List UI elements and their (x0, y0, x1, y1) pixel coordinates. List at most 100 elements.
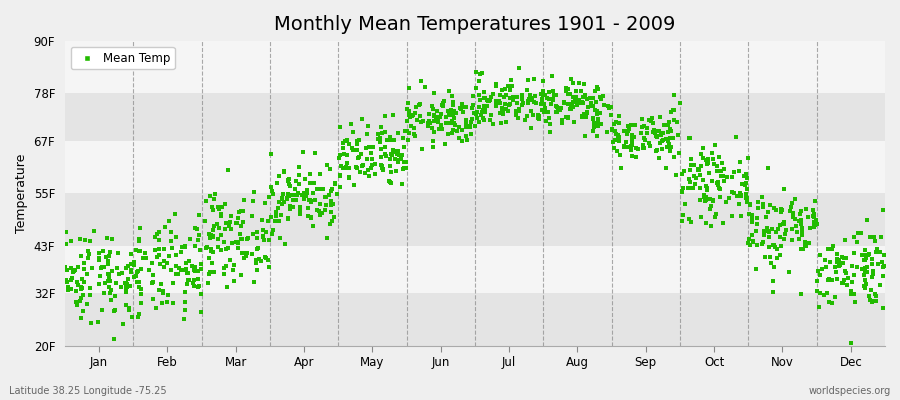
Point (64, 286, 78, 292)
Point (470, 114, 484, 121)
Point (289, 192, 303, 198)
Point (94, 264, 108, 271)
Point (283, 183, 297, 189)
Point (219, 220, 233, 227)
Point (625, 136, 639, 142)
Point (139, 254, 153, 261)
Point (667, 116, 681, 123)
Point (579, 114, 593, 120)
Point (667, 92, 681, 98)
Point (102, 253, 116, 260)
Point (441, 108, 455, 114)
Point (697, 155, 711, 161)
Point (325, 185, 339, 192)
Point (158, 224, 173, 230)
Point (686, 185, 700, 191)
Point (312, 201, 327, 207)
Point (699, 194, 714, 200)
Point (355, 163, 369, 170)
Point (778, 231, 792, 237)
Point (496, 111, 510, 117)
Point (607, 144, 621, 151)
Point (61, 284, 76, 290)
Point (590, 116, 605, 122)
Point (767, 204, 781, 211)
Point (298, 176, 312, 182)
Point (504, 83, 518, 89)
Point (413, 113, 428, 119)
Point (146, 296, 160, 302)
Point (102, 284, 116, 291)
Point (498, 86, 512, 93)
Point (711, 179, 725, 185)
Point (445, 118, 459, 124)
Point (73, 298, 87, 304)
Point (270, 180, 284, 186)
Point (383, 151, 398, 158)
Point (358, 170, 373, 176)
Point (766, 204, 780, 211)
Point (160, 291, 175, 298)
Point (585, 102, 599, 109)
Point (292, 180, 306, 187)
Point (516, 102, 530, 108)
Point (206, 226, 220, 233)
Point (400, 117, 414, 124)
Point (441, 131, 455, 138)
Point (761, 165, 776, 171)
Point (310, 207, 325, 214)
Point (211, 244, 225, 250)
Point (741, 155, 755, 161)
Point (477, 108, 491, 114)
Point (788, 195, 802, 202)
Point (796, 246, 811, 252)
Point (692, 184, 706, 191)
Point (756, 239, 770, 245)
Point (397, 159, 411, 165)
Point (546, 96, 561, 102)
Point (684, 162, 698, 168)
Point (865, 299, 879, 305)
Point (798, 243, 813, 249)
Point (289, 178, 303, 184)
Point (302, 180, 317, 186)
Point (240, 250, 255, 256)
Point (706, 198, 720, 204)
Point (476, 115, 491, 121)
Point (188, 268, 202, 274)
Point (318, 207, 332, 213)
Point (836, 260, 850, 266)
Point (268, 209, 283, 215)
Point (442, 88, 456, 94)
Point (230, 220, 245, 226)
Point (374, 165, 389, 172)
Point (322, 221, 337, 227)
Point (438, 114, 453, 120)
Point (699, 185, 714, 191)
Point (275, 200, 290, 207)
Point (103, 249, 117, 255)
Point (570, 102, 584, 108)
Point (636, 142, 651, 148)
Y-axis label: Temperature: Temperature (15, 154, 28, 233)
Point (651, 133, 665, 140)
Point (590, 108, 604, 114)
Point (546, 87, 561, 94)
Point (537, 92, 552, 98)
Point (58, 277, 73, 283)
Point (145, 279, 159, 286)
Point (527, 99, 542, 106)
Point (378, 144, 392, 150)
Point (509, 108, 524, 114)
Point (867, 233, 881, 240)
Point (74, 315, 88, 321)
Point (361, 123, 375, 130)
Point (675, 185, 689, 191)
Point (670, 119, 685, 125)
Point (446, 108, 461, 114)
Point (219, 262, 233, 269)
Point (229, 239, 243, 246)
Point (613, 151, 627, 158)
Point (465, 93, 480, 99)
Point (199, 245, 213, 252)
